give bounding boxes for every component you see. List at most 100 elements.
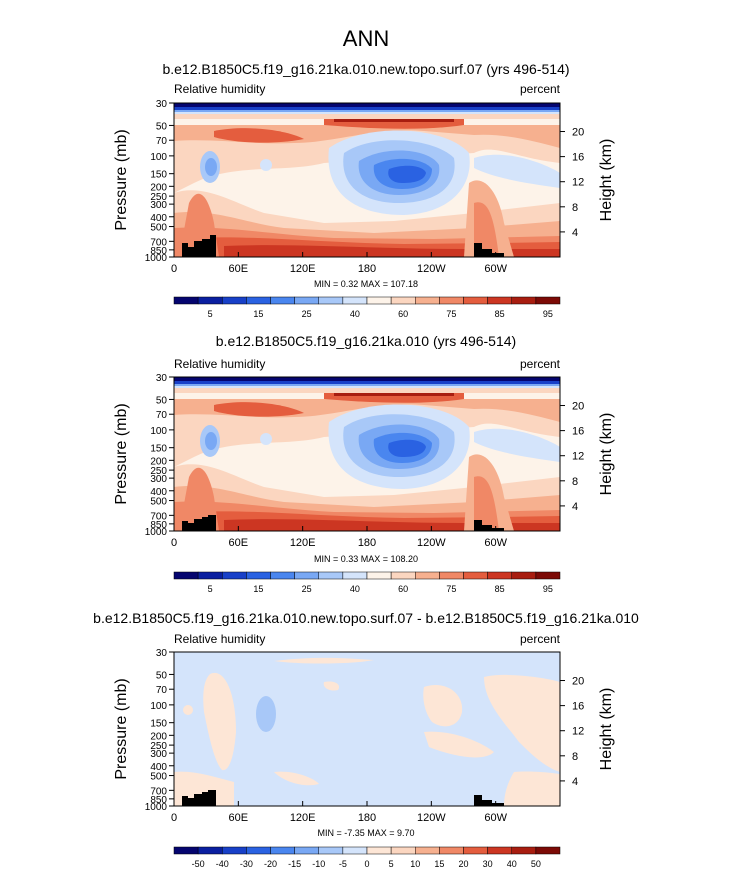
y-tick-label: 850 — [150, 246, 167, 257]
x-tick-label: 180 — [358, 537, 376, 549]
y-tick-label: 300 — [150, 474, 167, 485]
y-tick-label: 100 — [150, 152, 167, 163]
y2-tick-label: 16 — [572, 152, 584, 164]
colorbar-box — [463, 296, 488, 305]
y-axis-label: Pressure (mb) — [113, 129, 130, 230]
colorbar-label: 85 — [495, 584, 505, 594]
colorbar-label: 75 — [446, 584, 456, 594]
colorbar-label: 95 — [543, 309, 553, 319]
x-tick-label: 0 — [171, 263, 177, 275]
colorbar-label: 15 — [253, 584, 263, 594]
y2-axis-label: Height (km) — [598, 139, 615, 222]
y-tick-label: 200 — [150, 182, 167, 193]
colorbar-label: 5 — [208, 584, 213, 594]
colorbar-box — [342, 846, 368, 855]
colorbar-box — [463, 571, 488, 580]
colorbar-label: 60 — [398, 584, 408, 594]
colorbar-box — [294, 846, 319, 855]
panel-title: b.e12.B1850C5.f19_g16.21ka.010.new.topo.… — [162, 61, 569, 77]
colorbar-label: 95 — [543, 584, 553, 594]
variable-label: Relative humidity — [174, 632, 265, 646]
variable-label: Relative humidity — [174, 357, 265, 371]
y-tick-label: 70 — [156, 685, 168, 696]
colorbar-box — [197, 846, 223, 855]
colorbar-box — [222, 846, 247, 855]
colorbar: 5 15 25 40 60 75 85 95 — [173, 571, 561, 594]
contour-fill — [174, 652, 560, 806]
colorbar-box — [535, 296, 561, 305]
colorbar-label: 0 — [364, 859, 369, 869]
y-tick-label: 250 — [150, 192, 167, 203]
y-tick-label: 150 — [150, 170, 167, 181]
x-tick-label: 60W — [484, 537, 507, 549]
y-tick-label: 30 — [156, 373, 168, 384]
y-tick-label: 400 — [150, 487, 167, 498]
y2-axis-label: Height (km) — [598, 688, 615, 771]
colorbar-box — [246, 296, 271, 305]
colorbar-box — [197, 571, 223, 580]
units-label: percent — [520, 632, 561, 646]
colorbar-box — [487, 571, 512, 580]
x-tick-label: 60E — [229, 812, 249, 824]
y-tick-label: 850 — [150, 520, 167, 531]
colorbar-box — [294, 296, 319, 305]
colorbar-label: 85 — [495, 309, 505, 319]
y-tick-label: 150 — [150, 444, 167, 455]
y2-tick-label: 12 — [572, 726, 584, 738]
colorbar-box — [222, 296, 247, 305]
colorbar-box — [318, 846, 344, 855]
colorbar-box — [390, 571, 416, 580]
y2-tick-label: 8 — [572, 476, 578, 488]
colorbar-box — [342, 571, 368, 580]
colorbar-box — [463, 846, 488, 855]
colorbar-box — [246, 571, 271, 580]
y2-tick-label: 20 — [572, 676, 584, 688]
x-tick-label: 0 — [171, 537, 177, 549]
colorbar-label: -50 — [192, 859, 205, 869]
colorbar-label: 5 — [389, 859, 394, 869]
y-tick-label: 500 — [150, 497, 167, 508]
y2-tick-label: 16 — [572, 701, 584, 713]
colorbar-box — [390, 296, 416, 305]
colorbar-label: 40 — [350, 584, 360, 594]
y-tick-label: 700 — [150, 511, 167, 522]
x-tick-label: 120E — [290, 812, 316, 824]
x-tick-label: 60E — [229, 263, 249, 275]
y-tick-label: 300 — [150, 200, 167, 211]
y-tick-label: 700 — [150, 237, 167, 248]
colorbar-box — [487, 846, 512, 855]
y-axis-label: Pressure (mb) — [113, 403, 130, 504]
y-tick-label: 150 — [150, 719, 167, 730]
colorbar-label: 40 — [350, 309, 360, 319]
y2-tick-label: 8 — [572, 751, 578, 763]
colorbar-label: 10 — [410, 859, 420, 869]
y-axis-label: Pressure (mb) — [113, 678, 130, 779]
stats-label: MIN = 0.32 MAX = 107.18 — [314, 279, 418, 289]
panel-1: b.e12.B1850C5.f19_g16.21ka.010.new.topo.… — [113, 61, 615, 319]
variable-label: Relative humidity — [174, 82, 265, 96]
colorbar-box — [487, 296, 512, 305]
x-tick-label: 60E — [229, 537, 249, 549]
colorbar-label: -30 — [240, 859, 253, 869]
colorbar-label: 25 — [302, 584, 312, 594]
y-tick-label: 400 — [150, 762, 167, 773]
colorbar-box — [197, 296, 223, 305]
y-tick-label: 200 — [150, 456, 167, 467]
colorbar-label: 60 — [398, 309, 408, 319]
colorbar-box — [270, 846, 295, 855]
colorbar-label: -10 — [312, 859, 325, 869]
stats-label: MIN = 0.33 MAX = 108.20 — [314, 554, 418, 564]
units-label: percent — [520, 357, 561, 371]
colorbar-label: 15 — [253, 309, 263, 319]
y-tick-label: 1000 — [145, 253, 168, 264]
x-tick-label: 120E — [290, 537, 316, 549]
y-tick-label: 30 — [156, 648, 168, 659]
y2-tick-label: 4 — [572, 501, 578, 513]
colorbar-label: 25 — [302, 309, 312, 319]
colorbar-box — [439, 296, 464, 305]
y-tick-label: 50 — [156, 670, 168, 681]
y2-tick-label: 20 — [572, 401, 584, 413]
y2-tick-label: 12 — [572, 177, 584, 189]
